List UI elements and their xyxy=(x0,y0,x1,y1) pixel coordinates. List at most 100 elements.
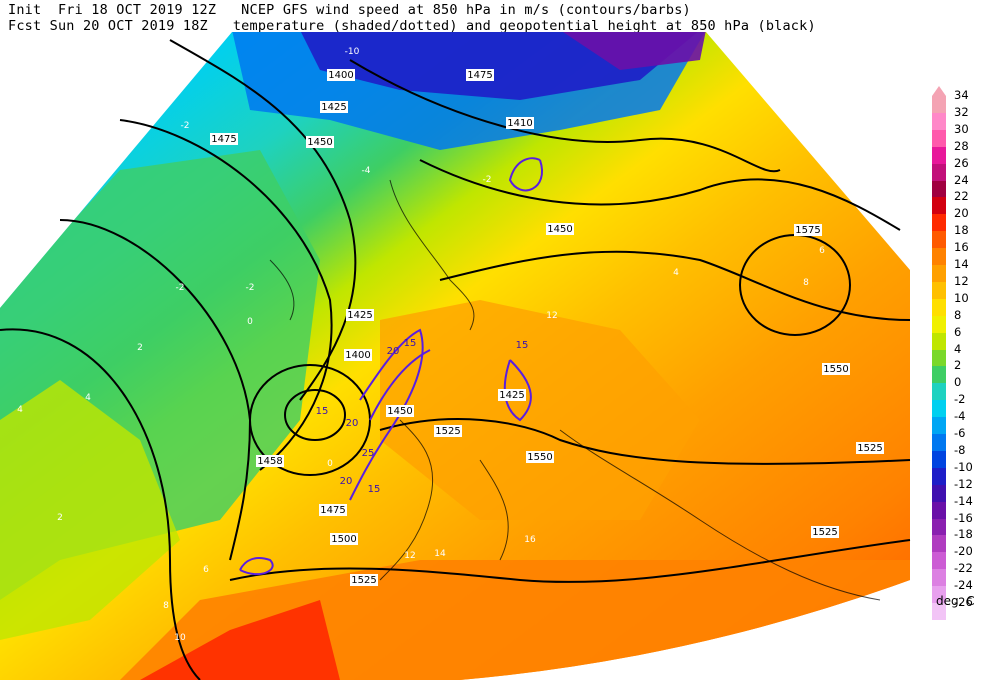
legend-label: 32 xyxy=(954,104,969,119)
wind-contours xyxy=(239,157,543,576)
svg-text:1410: 1410 xyxy=(507,118,532,129)
temperature-label: 4 xyxy=(673,268,679,278)
legend-swatch xyxy=(932,586,946,604)
svg-text:1550: 1550 xyxy=(527,452,552,463)
atlantic-warm-air xyxy=(0,380,180,640)
legend-label: 14 xyxy=(954,257,969,271)
height-label: 1425 xyxy=(346,309,374,321)
temperature-label: -2 xyxy=(483,175,492,185)
height-contours xyxy=(0,39,911,680)
legend-label: 24 xyxy=(954,172,969,187)
height-label: 1575 xyxy=(794,224,822,236)
legend-label: 28 xyxy=(954,138,969,153)
legend-label: 30 xyxy=(954,121,969,136)
legend-swatch xyxy=(932,349,946,367)
legend-label: -10 xyxy=(954,459,973,474)
central-europe-warm-tongue xyxy=(380,300,700,520)
legend-label: -2 xyxy=(954,392,966,407)
legend-label: -16 xyxy=(954,510,973,525)
legend-label: 6 xyxy=(954,324,962,339)
legend-label: -24 xyxy=(954,578,973,593)
legend-label: 2 xyxy=(954,358,962,373)
legend-swatch xyxy=(932,298,946,317)
legend-label: -6 xyxy=(954,426,966,440)
legend-label: 4 xyxy=(954,341,962,356)
legend-label: 34 xyxy=(954,88,969,102)
temperature-label: 6 xyxy=(203,565,209,575)
legend-label: -14 xyxy=(954,493,973,508)
svg-text:1500: 1500 xyxy=(331,534,356,545)
height-label: 1400 xyxy=(327,69,355,81)
legend-label: -22 xyxy=(954,561,973,576)
legend-swatch xyxy=(932,467,946,486)
legend-label: -8 xyxy=(954,442,966,457)
temperature-label: 2 xyxy=(137,343,143,353)
legend-swatch xyxy=(932,163,946,181)
legend-swatch xyxy=(932,214,946,232)
legend-swatch xyxy=(932,569,946,587)
map-area xyxy=(0,32,910,680)
legend-swatch xyxy=(932,518,946,536)
height-label: 1550 xyxy=(822,363,850,375)
svg-text:1400: 1400 xyxy=(345,350,370,361)
legend-label: 18 xyxy=(954,223,969,238)
temperature-label: 0 xyxy=(247,317,253,327)
legend-swatch xyxy=(932,434,946,452)
svg-text:1575: 1575 xyxy=(795,225,820,236)
temperature-label: 12 xyxy=(546,311,557,321)
temperature-label: 14 xyxy=(434,549,446,559)
header-line-init: Init Fri 18 OCT 2019 12Z NCEP GFS wind s… xyxy=(8,2,691,18)
legend-swatch xyxy=(932,484,946,503)
temperature-label: -4 xyxy=(362,166,371,176)
legend-swatch xyxy=(932,129,946,148)
temperature-label: 4 xyxy=(17,405,23,415)
legend-label: 26 xyxy=(954,155,969,170)
legend-label: -4 xyxy=(954,409,966,424)
svg-text:1450: 1450 xyxy=(387,406,412,417)
svg-text:1425: 1425 xyxy=(347,310,372,321)
svg-text:1400: 1400 xyxy=(328,70,353,81)
legend-swatch xyxy=(932,366,946,384)
svg-text:1525: 1525 xyxy=(812,527,837,538)
legend-swatch xyxy=(932,197,946,215)
height-label: 1525 xyxy=(350,574,378,586)
legend-label: 10 xyxy=(954,290,969,305)
temperature-label: 8 xyxy=(803,278,809,288)
temperature-label: 0 xyxy=(327,459,333,469)
header-line-forecast: Fcst Sun 20 OCT 2019 18Z temperature (sh… xyxy=(8,18,816,34)
legend-swatch xyxy=(932,383,946,401)
legend-swatch xyxy=(932,552,946,570)
legend-label: 22 xyxy=(954,189,969,204)
temperature-label: 4 xyxy=(85,393,91,403)
svg-text:1450: 1450 xyxy=(307,137,332,148)
svg-text:1425: 1425 xyxy=(321,102,346,113)
height-label: 1525 xyxy=(856,442,884,454)
legend-swatch xyxy=(932,231,946,249)
svg-text:1525: 1525 xyxy=(435,426,460,437)
legend-swatch xyxy=(932,315,946,334)
legend-swatch xyxy=(932,281,946,300)
legend-swatch xyxy=(932,146,946,165)
coastlines xyxy=(269,179,881,601)
legend-swatch xyxy=(932,535,946,553)
svg-text:1525: 1525 xyxy=(351,575,376,586)
height-label: 1450 xyxy=(306,136,334,148)
legend-swatch xyxy=(932,248,946,266)
temperature-label: -2 xyxy=(181,121,190,131)
wind-label: 15 xyxy=(316,406,329,417)
height-label: 1400 xyxy=(344,349,372,361)
north-africa-hot-air xyxy=(140,600,340,680)
legend-label: 0 xyxy=(954,375,962,390)
legend-swatch xyxy=(932,501,946,519)
temperature-label: -2 xyxy=(176,283,185,293)
legend-swatch xyxy=(932,400,946,418)
svg-text:1450: 1450 xyxy=(547,224,572,235)
height-label: 1425 xyxy=(498,389,526,401)
legend-swatch xyxy=(932,417,946,435)
legend-swatch xyxy=(932,112,946,131)
wind-label: 15 xyxy=(516,340,529,351)
coldest-air-mass xyxy=(560,32,706,70)
svg-text:1525: 1525 xyxy=(857,443,882,454)
height-label: 1425 xyxy=(320,101,348,113)
temperature-label: 16 xyxy=(524,535,536,545)
